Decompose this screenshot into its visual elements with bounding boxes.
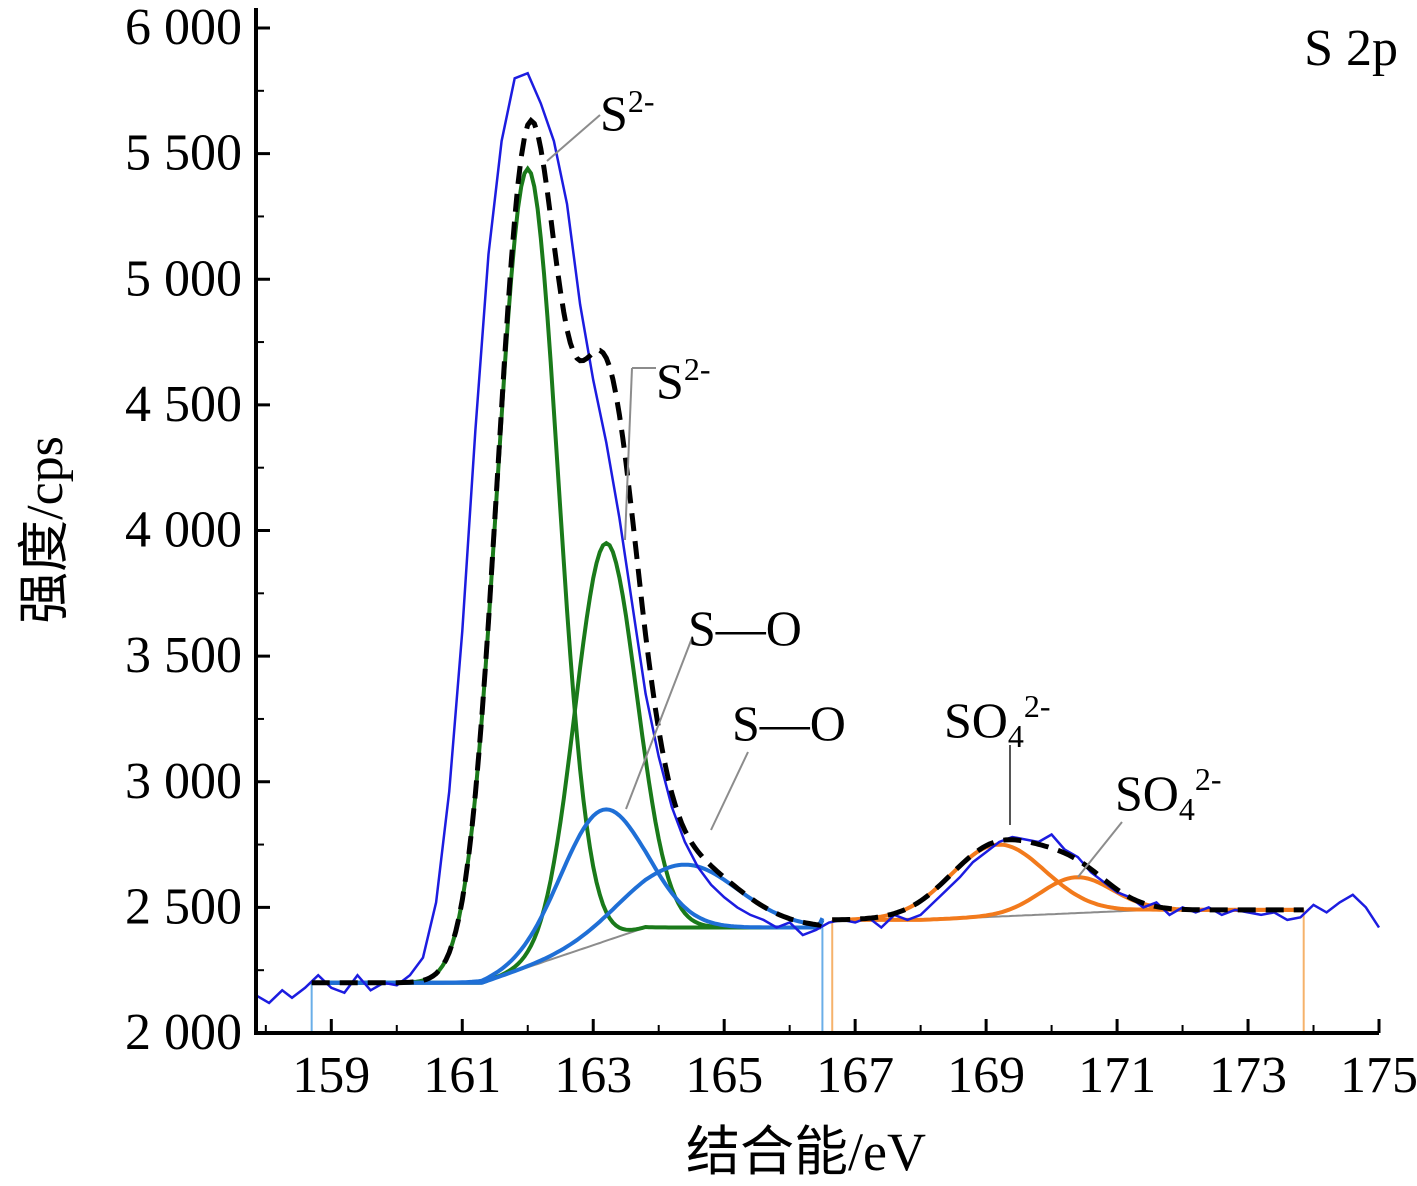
- annotation-s2-b-main: S: [656, 353, 684, 409]
- annotation-s2-a: S2-: [600, 83, 654, 141]
- x-axis-label: 结合能/eV: [686, 1122, 926, 1181]
- x-tick-label: 169: [947, 1047, 1025, 1104]
- annotation-so4-a-sup: 2-: [1024, 688, 1051, 724]
- x-tick-label: 173: [1209, 1047, 1287, 1104]
- annotation-leader-so-a: [625, 637, 693, 810]
- y-ticks: 2 000 2 500 3 000 3 500 4 000 4 500 5 000 5 500…: [125, 0, 270, 1061]
- annotation-s2-b: S2-: [656, 351, 710, 409]
- annotation-so4-b-sub: 4: [1179, 791, 1195, 827]
- y-tick-label: 3 000: [125, 753, 242, 810]
- annotation-s2-a-main: S: [600, 85, 628, 141]
- annotation-so4-a-sub: 4: [1008, 718, 1024, 754]
- x-tick-label: 171: [1078, 1047, 1156, 1104]
- annotation-so4-a: SO42-: [944, 688, 1051, 754]
- annotation-so4-b-sup: 2-: [1195, 761, 1222, 797]
- fit-peak-s_o: [311, 862, 825, 985]
- annotation-leader-so-b: [710, 751, 749, 831]
- annotation-so4-b: SO42-: [1115, 761, 1222, 827]
- raw-spectrum-line: [255, 71, 1381, 1005]
- fit-curves: [311, 165, 1304, 985]
- fit-envelope-line: [311, 116, 825, 986]
- annotation-leader-s2-b: [624, 367, 633, 541]
- raw-spectrum-group: [255, 71, 1381, 1005]
- x-tick-label: 165: [685, 1047, 763, 1104]
- annotation-so4-a-main: SO: [944, 692, 1008, 748]
- y-tick-label: 2 000: [125, 1004, 242, 1061]
- annotation-so-b: S—O: [732, 695, 846, 751]
- y-tick-label: 4 500: [125, 376, 242, 433]
- x-tick-label: 161: [423, 1047, 501, 1104]
- annotation-so4-b-main: SO: [1115, 765, 1179, 821]
- y-tick-label: 6 000: [125, 0, 242, 56]
- y-tick-label: 3 500: [125, 627, 242, 684]
- panel-label: S 2p: [1304, 20, 1398, 77]
- y-tick-label: 5 500: [125, 125, 242, 182]
- peak-annotations: S2- S2- S—O S—O SO42- SO42-: [546, 83, 1222, 878]
- x-tick-label: 167: [816, 1047, 894, 1104]
- x-tick-label: 175: [1340, 1047, 1417, 1104]
- x-ticks: 159 161 163 165 167 169 171 173 175: [264, 1019, 1417, 1104]
- annotation-leader-s2-a: [546, 114, 601, 162]
- x-tick-label: 163: [554, 1047, 632, 1104]
- y-axis-label: 强度/cps: [17, 436, 74, 624]
- annotation-so-a: S—O: [688, 600, 802, 656]
- range-markers: [310, 909, 1305, 1033]
- annotation-s2-a-sup: 2-: [628, 83, 655, 119]
- x-tick-label: 159: [292, 1047, 370, 1104]
- fit-envelope-line: [832, 837, 1304, 923]
- annotation-leader-so4-b: [1077, 821, 1123, 878]
- envelope-group: [311, 116, 1304, 986]
- axes: [254, 8, 1379, 1035]
- annotation-s2-b-sup: 2-: [684, 351, 711, 387]
- labels: S 2p 结合能/eV 强度/cps: [17, 20, 1398, 1182]
- y-tick-label: 5 000: [125, 250, 242, 307]
- y-tick-label: 2 500: [125, 878, 242, 935]
- y-tick-label: 4 000: [125, 502, 242, 559]
